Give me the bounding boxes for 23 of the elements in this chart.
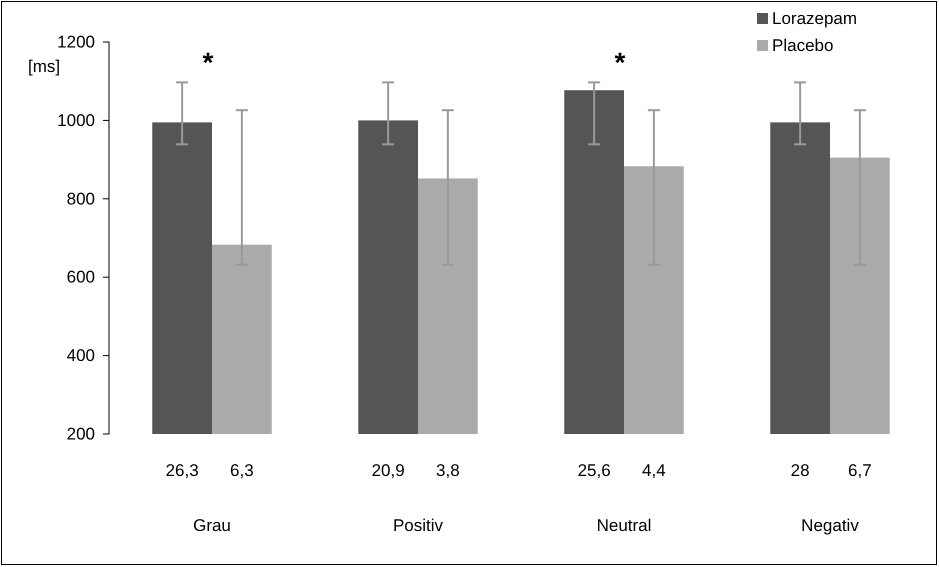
y-tick-label: 1000 <box>57 110 95 130</box>
y-tick-label: 400 <box>66 346 95 366</box>
text: 25,6 <box>578 461 611 480</box>
x-tick-label: Positiv <box>392 516 444 535</box>
y-tick-label: 1200 <box>57 32 95 52</box>
x-tick-label: Negativ <box>801 516 860 535</box>
y-tick-label: 200 <box>66 424 95 444</box>
y-tick-label: 800 <box>66 189 95 208</box>
legend-label: Lorazepam <box>772 9 858 28</box>
text: 28 <box>790 461 810 480</box>
text: 3,8 <box>436 461 460 480</box>
y-tick-label: 600 <box>66 268 95 287</box>
text: 26,3 <box>166 461 199 480</box>
text: 20,9 <box>372 461 405 480</box>
y-axis-title: [ms] <box>28 57 60 76</box>
text: 6,7 <box>848 461 872 480</box>
legend-label: Placebo <box>772 36 834 55</box>
annotation: * <box>202 47 214 78</box>
x-tick-label: Grau <box>193 516 231 535</box>
text: 4,4 <box>642 461 666 480</box>
annotation: * <box>614 47 626 78</box>
text: 6,3 <box>230 461 254 480</box>
x-tick-label: Neutral <box>596 516 652 535</box>
